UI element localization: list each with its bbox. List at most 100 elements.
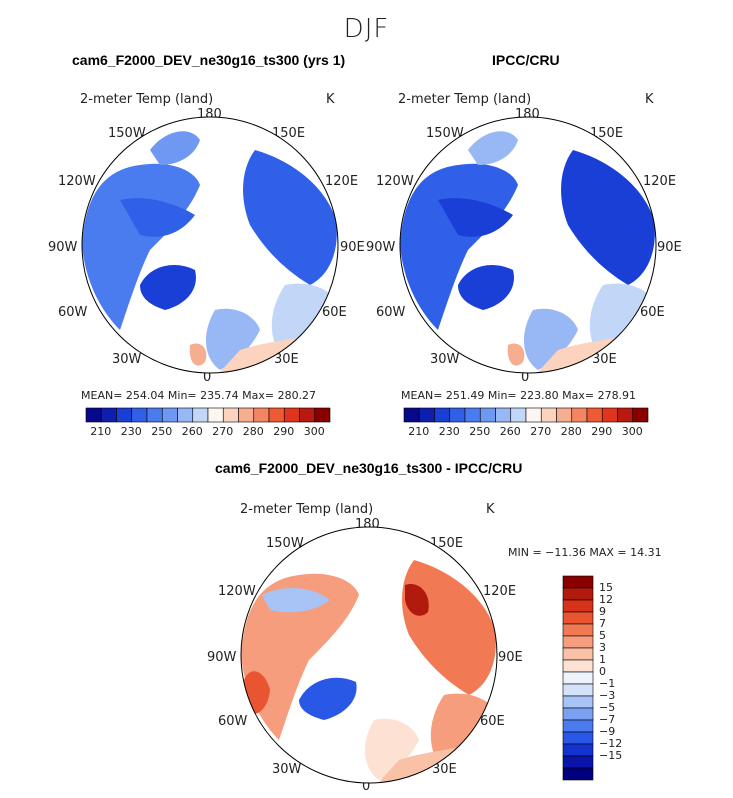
panel1-lon-60w: 60W: [58, 305, 88, 320]
panel1-colorbar-cell: [222, 407, 239, 423]
panel2-colorbar-cell: [586, 407, 603, 423]
panel2-lon-120w: 120W: [376, 174, 414, 189]
panel3-lon-30e: 30E: [432, 762, 457, 777]
panel3-colorbar-tick: −7: [599, 713, 616, 726]
panel1-map: [82, 117, 338, 373]
panel1-colorbar-cell: [283, 407, 300, 423]
panel2-greenland: [458, 265, 514, 310]
panel1-colorbar-tick: 270: [212, 425, 234, 438]
panel2-colorbar-tick: 270: [530, 425, 552, 438]
panel2-variable-label: 2-meter Temp (land): [398, 92, 532, 107]
panel2-colorbar-cell: [632, 407, 649, 423]
panel2-colorbar-cell: [418, 407, 435, 423]
panel1-colorbar-cell: [116, 407, 133, 423]
panel3-lon-30w: 30W: [272, 762, 302, 777]
panel1-colorbar-tick: 300: [303, 425, 325, 438]
panel3-lon-60e: 60E: [480, 714, 505, 729]
panel1-colorbar-cell: [192, 407, 209, 423]
panel2-colorbar-cell: [540, 407, 557, 423]
panel3-lon-60w: 60W: [218, 714, 248, 729]
panel3-colorbar-cell: [562, 731, 594, 745]
panel3-colorbar-tick: 12: [599, 593, 613, 606]
panel2-colorbar: [403, 407, 649, 423]
panel2-title: IPCC/CRU: [492, 52, 560, 68]
panel1-lon-0: 0: [203, 370, 212, 385]
panel3-colorbar-cell: [562, 635, 594, 649]
panel3-colorbar-tick: −12: [599, 737, 623, 750]
panel1-canada-arctic: [120, 198, 195, 237]
panel1-colorbar-cell: [253, 407, 270, 423]
panel3-colorbar-cell: [562, 599, 594, 613]
panel3-colorbar-tick: 0: [599, 665, 606, 678]
panel1-lon-60e: 60E: [322, 305, 347, 320]
panel3-lon-90w: 90W: [207, 650, 237, 665]
panel2-stats: MEAN= 251.49 Min= 223.80 Max= 278.91: [401, 389, 637, 402]
panel2-europe-west: [523, 308, 578, 370]
panel2-colorbar-cell: [601, 407, 618, 423]
panel3-siberia-hot: [405, 584, 429, 616]
panel1-lon-150e: 150E: [272, 126, 306, 141]
panel1-colorbar-cell: [146, 407, 163, 423]
panel2-colorbar-tick: 260: [499, 425, 521, 438]
panel1-colorbar-tick: 260: [181, 425, 203, 438]
panel2-colorbar-cell: [556, 407, 573, 423]
panel2-colorbar-cell: [510, 407, 527, 423]
panel1-colorbar-tick: 280: [242, 425, 264, 438]
panel2-lon-60e: 60E: [640, 305, 665, 320]
panel2-iberia: [507, 343, 525, 366]
panel3-colorbar-cell: [562, 575, 594, 589]
panel3-colorbar-cell: [562, 683, 594, 697]
panel3-colorbar: [562, 575, 594, 781]
panel2-colorbar-cell: [434, 407, 451, 423]
panel1-colorbar-cell: [161, 407, 178, 423]
panel1-colorbar: [85, 407, 331, 423]
panel3-colorbar-tick: −3: [599, 689, 616, 702]
panel3-colorbar-cell: [562, 587, 594, 601]
panel3-europe-west: [364, 718, 419, 780]
panel3-title: cam6_F2000_DEV_ne30g16_ts300 - IPCC/CRU: [215, 460, 523, 476]
panel1-lon-120e: 120E: [325, 174, 359, 189]
panel3-colorbar-cell: [562, 767, 594, 781]
panel1-colorbar-cell: [268, 407, 285, 423]
panel2-lon-150w: 150W: [426, 126, 464, 141]
panel1-colorbar-cell: [207, 407, 224, 423]
panel2-alaska: [468, 131, 518, 165]
panel2-lon-30e: 30E: [592, 352, 617, 367]
panel2-lon-90w: 90W: [366, 240, 396, 255]
panel3-lon-90e: 90E: [498, 650, 523, 665]
panel1-lon-120w: 120W: [58, 174, 96, 189]
panel1-colorbar-cell: [177, 407, 194, 423]
panel1-title: cam6_F2000_DEV_ne30g16_ts300 (yrs 1): [72, 52, 346, 68]
panel1-lon-150w: 150W: [108, 126, 146, 141]
panel3-lon-120e: 120E: [483, 584, 517, 599]
panel2-colorbar-cell: [525, 407, 542, 423]
panel3-colorbar-cell: [562, 623, 594, 637]
panel3-colorbar-cell: [562, 695, 594, 709]
panel3-map: [241, 527, 497, 783]
panel1-lon-90w: 90W: [48, 240, 78, 255]
panel2-colorbar-tick: 300: [621, 425, 643, 438]
panel3-colorbar-tick: 1: [599, 653, 606, 666]
panel2-units-label: K: [645, 92, 654, 107]
panel3-colorbar-tick: −15: [599, 749, 623, 762]
panel3-colorbar-cell: [562, 659, 594, 673]
panel3-units-label: K: [486, 502, 495, 517]
panel2-colorbar-cell: [571, 407, 588, 423]
panel3-colorbar-tick: 7: [599, 617, 606, 630]
panel3-greenland: [299, 677, 357, 720]
panel1-lon-90e: 90E: [340, 240, 365, 255]
panel1-colorbar-cell: [238, 407, 255, 423]
panel3-colorbar-cell: [562, 671, 594, 685]
page-title: DJF: [343, 14, 390, 44]
panel2-siberia: [561, 150, 655, 285]
panel3-colorbar-tick: 15: [599, 581, 613, 594]
panel1-lon-30w: 30W: [112, 352, 142, 367]
panel1-colorbar-tick: 210: [90, 425, 112, 438]
panel2-lon-0: 0: [521, 370, 530, 385]
panel3-lon-0: 0: [362, 779, 371, 794]
panel3-colorbar-tick: 5: [599, 629, 606, 642]
panel2-colorbar-cell: [495, 407, 512, 423]
panel3-north-america: [241, 573, 359, 740]
panel2-lon-30w: 30W: [430, 352, 460, 367]
